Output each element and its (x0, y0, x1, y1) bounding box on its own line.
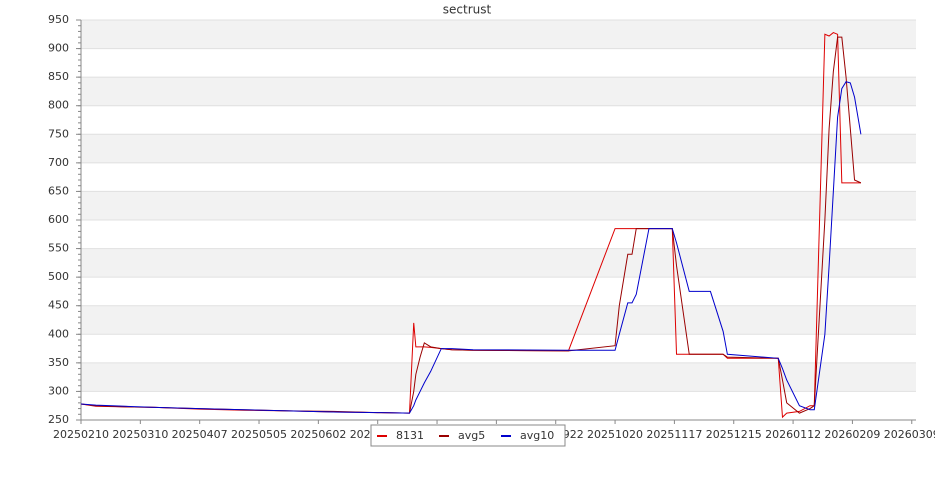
y-tick-label: 850 (48, 70, 69, 83)
y-tick-label: 600 (48, 213, 69, 226)
x-tick-label: 20251117 (646, 428, 702, 441)
y-tick-label: 800 (48, 99, 69, 112)
legend: 8131 avg5 avg10 (370, 424, 566, 447)
y-tick-label: 250 (48, 413, 69, 426)
y-tick-label: 750 (48, 127, 69, 140)
y-tick-label: 700 (48, 156, 69, 169)
y-tick-label: 650 (48, 184, 69, 197)
y-tick-label: 300 (48, 384, 69, 397)
grid-band (81, 77, 916, 106)
grid-band (81, 191, 916, 220)
x-tick-label: 20251020 (587, 428, 643, 441)
y-tick-label: 550 (48, 242, 69, 255)
series-line (80, 81, 862, 414)
x-tick-label: 20250310 (112, 428, 168, 441)
x-tick-label: 20250210 (53, 428, 109, 441)
y-tick-label: 950 (48, 13, 69, 26)
y-tick-label: 350 (48, 356, 69, 369)
y-tick-label: 900 (48, 42, 69, 55)
x-tick-label: 20250505 (231, 428, 287, 441)
y-tick-label: 500 (48, 270, 69, 283)
legend-label: avg5 (458, 429, 485, 442)
chart-title: sectrust (443, 3, 492, 17)
x-tick-label: 20260309 (884, 428, 935, 441)
legend-label: 8131 (396, 429, 424, 442)
grid-band (81, 305, 916, 335)
grid-band (81, 248, 916, 278)
y-tick-label: 400 (48, 327, 69, 340)
x-tick-label: 20250407 (172, 428, 228, 441)
x-tick-label: 20250602 (290, 428, 346, 441)
grid-band (81, 20, 916, 49)
legend-box (370, 424, 566, 447)
x-tick-label: 20251215 (706, 428, 762, 441)
x-tick-label: 20260209 (824, 428, 880, 441)
x-tick-label: 20260112 (765, 428, 821, 441)
legend-label: avg10 (520, 429, 554, 442)
grid-band (81, 362, 916, 392)
y-tick-label: 450 (48, 299, 69, 312)
grid-band (81, 134, 916, 163)
